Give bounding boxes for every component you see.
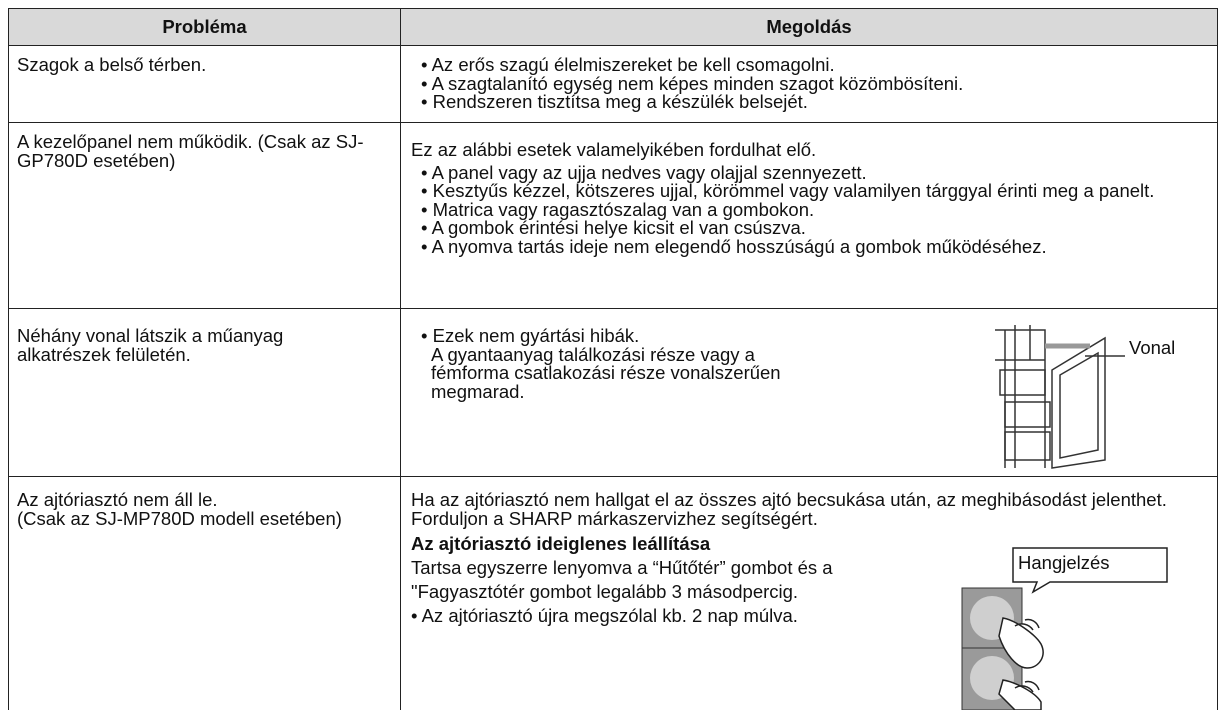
solution-cell: Ez az alábbi esetek valamelyikében fordu… — [400, 122, 1218, 309]
bullet: • Ezek nem gyártási hibák. — [421, 325, 640, 346]
intro: Ez az alábbi esetek valamelyikében fordu… — [411, 139, 817, 160]
figure-label: Vonal — [1129, 337, 1176, 358]
problem-cell: Szagok a belső térben. — [8, 45, 401, 123]
bullet: • Az ajtóriasztó újra megszólal kb. 2 na… — [411, 605, 798, 626]
bullet: • A nyomva tartás ideje nem elegendő hos… — [421, 235, 1047, 257]
problem-text: Szagok a belső térben. — [17, 54, 207, 75]
solution-cell: • Ezek nem gyártási hibák. A gyantaanyag… — [400, 308, 1218, 477]
bullet: • Az erős szagú élelmiszereket be kell c… — [421, 54, 835, 75]
problem-text: A kezelőpanel nem működik. (Csak az SJ-G… — [17, 131, 364, 171]
problem-cell: A kezelőpanel nem működik. (Csak az SJ-G… — [8, 122, 401, 309]
figure-label: Hangjelzés — [1018, 552, 1110, 573]
note: A gyantaanyag találkozási része vagy a f… — [431, 343, 781, 402]
header-text: Megoldás — [766, 16, 852, 37]
problem-cell: Néhány vonal látszik a műanyag alkatrész… — [8, 308, 401, 477]
header-text: Probléma — [162, 16, 247, 37]
bullet: • A szagtalanító egység nem képes minden… — [421, 72, 964, 94]
header-cell: Probléma — [8, 8, 401, 46]
subheading: Az ajtóriasztó ideiglenes leállítása — [411, 533, 711, 554]
solution-cell: Ha az ajtóriasztó nem hallgat el az össz… — [400, 476, 1218, 710]
bullet: • Matrica vagy ragasztószalag van a gomb… — [421, 198, 815, 220]
bullet: • Rendszeren tisztítsa meg a készülék be… — [421, 91, 808, 112]
solution-cell: • Az erős szagú élelmiszereket be kell c… — [400, 45, 1218, 123]
header-cell: Megoldás — [400, 8, 1218, 46]
fridge-figure — [995, 325, 1125, 469]
problem-text: Néhány vonal látszik a műanyag alkatrész… — [17, 325, 284, 365]
bullet: • A gombok érintési helye kicsit el van … — [421, 217, 806, 238]
problem-text: Az ajtóriasztó nem áll le. (Csak az SJ-M… — [17, 489, 342, 529]
intro: Ha az ajtóriasztó nem hallgat el az össz… — [411, 489, 1167, 529]
bullet: • A panel vagy az ujja nedves vagy olajj… — [421, 161, 867, 183]
bullet: • Kesztyűs kézzel, kötszeres ujjal, körö… — [421, 180, 1155, 201]
instruction: Tartsa egyszerre lenyomva a “Hűtőtér” go… — [411, 557, 833, 602]
buttons-figure — [961, 547, 1168, 710]
problem-cell: Az ajtóriasztó nem áll le. (Csak az SJ-M… — [8, 476, 401, 710]
